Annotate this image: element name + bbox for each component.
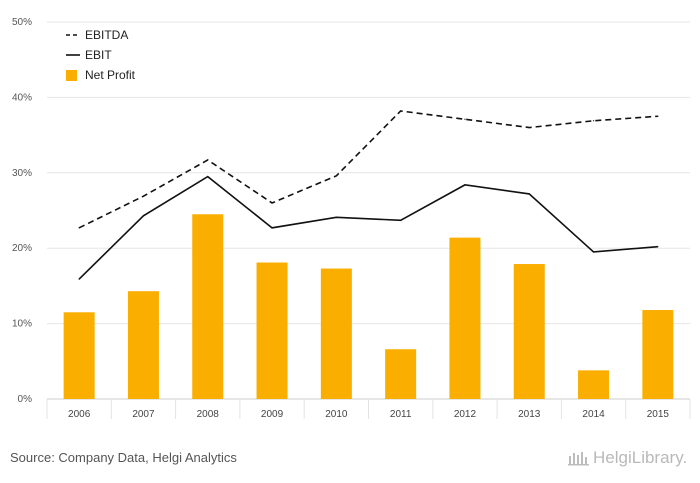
data-point (464, 184, 466, 186)
x-tick-label: 2010 (325, 409, 348, 420)
x-tick-label: 2006 (68, 409, 91, 420)
data-point (592, 120, 595, 122)
data-point (207, 159, 209, 161)
y-tick-label: 30% (12, 168, 32, 179)
data-point (400, 110, 402, 112)
x-tick-label: 2007 (132, 409, 155, 420)
x-tick-label: 2015 (647, 409, 670, 420)
bar (385, 349, 417, 399)
x-tick-label: 2009 (261, 409, 284, 420)
x-tick-label: 2013 (518, 409, 541, 420)
y-tick-label: 40% (12, 92, 32, 103)
x-tick-label: 2011 (390, 409, 412, 420)
data-point (207, 175, 209, 178)
legend-swatch (66, 70, 77, 81)
series-line-ebitda (78, 110, 658, 229)
bar (192, 214, 224, 399)
bar (513, 264, 545, 399)
data-point (335, 175, 337, 177)
data-point (335, 216, 337, 218)
legend-label: EBITDA (85, 28, 128, 42)
x-tick-label: 2012 (454, 409, 477, 420)
data-point (592, 251, 595, 253)
data-point (528, 126, 530, 129)
legend-label: Net Profit (85, 68, 136, 82)
data-point (78, 278, 80, 280)
x-tick-label: 2008 (197, 409, 220, 420)
data-point (657, 115, 659, 117)
x-tick-label: 2014 (582, 409, 605, 420)
y-tick-label: 20% (12, 243, 32, 254)
data-point (271, 227, 273, 229)
y-tick-label: 10% (12, 319, 32, 330)
chart: 0% 10% 20% 30% 40% 50% 2006 2007 2008 2009 2010 201… (12, 17, 691, 420)
legend-label: EBIT (85, 48, 112, 62)
bar (449, 237, 481, 399)
y-tick-label: 50% (12, 17, 32, 28)
data-point (657, 246, 659, 248)
brand-logo: HelgiLibrary. (568, 448, 687, 468)
data-point (464, 118, 466, 120)
series-line-ebit (78, 175, 658, 280)
data-point (142, 195, 145, 197)
data-point (271, 202, 273, 204)
bar (63, 312, 95, 399)
bar (578, 370, 610, 399)
source-note: Source: Company Data, Helgi Analytics (10, 450, 237, 465)
bar (642, 310, 674, 399)
bar (127, 291, 159, 399)
data-point (78, 227, 80, 229)
library-icon (568, 452, 589, 466)
bar (320, 268, 352, 399)
data-point (528, 193, 530, 195)
y-tick-label: 0% (18, 394, 33, 405)
bar (256, 262, 288, 399)
data-point (400, 219, 402, 221)
brand-text: HelgiLibrary. (593, 448, 688, 467)
data-point (142, 215, 145, 217)
